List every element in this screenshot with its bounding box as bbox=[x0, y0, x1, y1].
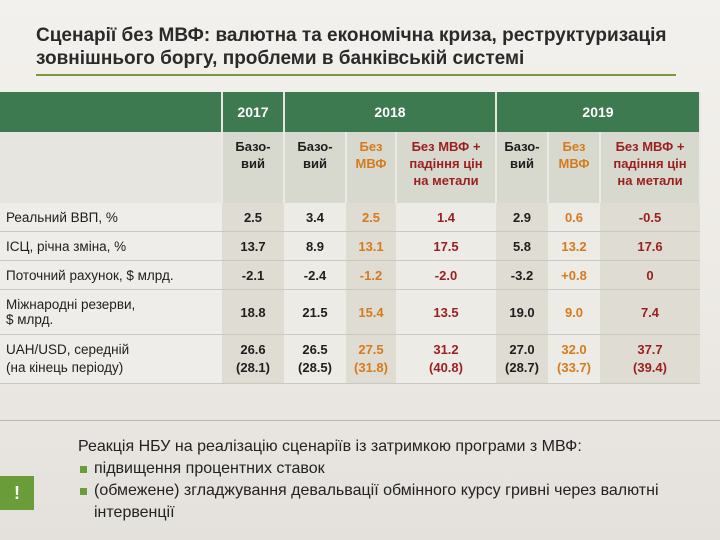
scenario-header: Без МВФ + падіння цін на метали bbox=[600, 132, 701, 203]
year-2017: 2017 bbox=[222, 92, 285, 132]
list-item: (обмежене) згладжування девальвації обмі… bbox=[78, 480, 708, 524]
table-cell: -2.1 bbox=[222, 260, 284, 290]
table-cell: 3.4 bbox=[284, 203, 346, 232]
scenario-header: Базо-вий bbox=[222, 132, 285, 203]
corner-cell bbox=[0, 92, 223, 132]
title-line-1: Сценарії без МВФ: валютна та економічна … bbox=[36, 25, 667, 46]
table-cell: 19.0 bbox=[496, 289, 548, 335]
table-cell: -0.5 bbox=[600, 203, 700, 232]
table-cell: -2.0 bbox=[396, 260, 496, 290]
table-row: UAH/USD, середній (на кінець періоду) 26.… bbox=[0, 334, 700, 384]
year-2018: 2018 bbox=[284, 92, 497, 132]
table-row: Реальний ВВП, % 2.5 3.4 2.5 1.4 2.9 0.6 … bbox=[0, 203, 700, 232]
table-cell: -2.4 bbox=[284, 260, 346, 290]
table-cell: 1.4 bbox=[396, 203, 496, 232]
row-label: Поточний рахунок, $ млрд. bbox=[0, 260, 222, 290]
scenario-header: Без МВФ bbox=[346, 132, 397, 203]
table-cell: 7.4 bbox=[600, 289, 700, 335]
table-cell: 8.9 bbox=[284, 231, 346, 261]
row-label: Реальний ВВП, % bbox=[0, 203, 222, 232]
divider bbox=[0, 420, 720, 429]
scenario-header: Без МВФ + падіння цін на метали bbox=[396, 132, 497, 203]
nbu-reaction-callout: ! Реакція НБУ на реалізацію сценаріїв із… bbox=[0, 438, 720, 540]
table-cell: 2.5 bbox=[346, 203, 396, 232]
table-cell: 26.5 (28.5) bbox=[284, 334, 346, 384]
table-cell: 26.6 (28.1) bbox=[222, 334, 284, 384]
slide-title: Сценарії без МВФ: валютна та економічна … bbox=[36, 24, 676, 76]
table-cell: 18.8 bbox=[222, 289, 284, 335]
table-cell: 0 bbox=[600, 260, 700, 290]
table-cell: 32.0 (33.7) bbox=[548, 334, 600, 384]
table-cell: 21.5 bbox=[284, 289, 346, 335]
table-cell: 27.0 (28.7) bbox=[496, 334, 548, 384]
year-header-row: 2017 2018 2019 bbox=[0, 92, 701, 132]
table-row: Поточний рахунок, $ млрд. -2.1 -2.4 -1.2… bbox=[0, 260, 700, 290]
table-cell: -1.2 bbox=[346, 260, 396, 290]
table-cell: 2.5 bbox=[222, 203, 284, 232]
table-cell: 17.5 bbox=[396, 231, 496, 261]
table-cell: 5.8 bbox=[496, 231, 548, 261]
table-cell: 13.1 bbox=[346, 231, 396, 261]
table-cell: 0.6 bbox=[548, 203, 600, 232]
year-2019: 2019 bbox=[496, 92, 701, 132]
row-label: Міжнародні резерви, $ млрд. bbox=[0, 289, 222, 335]
table-cell: 2.9 bbox=[496, 203, 548, 232]
table-cell: 31.2 (40.8) bbox=[396, 334, 496, 384]
exclamation-icon: ! bbox=[0, 476, 34, 510]
table-cell: 37.7 (39.4) bbox=[600, 334, 700, 384]
table-cell: 13.2 bbox=[548, 231, 600, 261]
callout-heading: Реакція НБУ на реалізацію сценаріїв із з… bbox=[78, 438, 582, 455]
table-cell: 13.5 bbox=[396, 289, 496, 335]
callout-text: Реакція НБУ на реалізацію сценаріїв із з… bbox=[78, 436, 708, 524]
table-cell: 17.6 bbox=[600, 231, 700, 261]
scenario-header: Базо-вий bbox=[496, 132, 549, 203]
bullet-icon bbox=[80, 466, 87, 473]
title-line-2: зовнішнього боргу, проблеми в банківські… bbox=[36, 48, 525, 69]
row-label: ІСЦ, річна зміна, % bbox=[0, 231, 222, 261]
scenario-header: Без МВФ bbox=[548, 132, 601, 203]
table-cell: 15.4 bbox=[346, 289, 396, 335]
table-cell: +0.8 bbox=[548, 260, 600, 290]
scenario-header: Базо-вий bbox=[284, 132, 347, 203]
table-cell: 27.5 (31.8) bbox=[346, 334, 396, 384]
row-label: UAH/USD, середній (на кінець періоду) bbox=[0, 334, 222, 384]
scenario-header-row: Базо-вий Базо-вий Без МВФ Без МВФ + падінн… bbox=[0, 132, 701, 203]
callout-list: підвищення процентних ставок (обмежене) … bbox=[78, 458, 708, 524]
corner-cell-sub bbox=[0, 132, 223, 203]
table-cell: 9.0 bbox=[548, 289, 600, 335]
list-item: підвищення процентних ставок bbox=[78, 458, 708, 480]
table-cell: 13.7 bbox=[222, 231, 284, 261]
table-row: Міжнародні резерви, $ млрд. 18.8 21.5 15.… bbox=[0, 289, 700, 335]
scenario-table: 2017 2018 2019 Базо-вий Базо-вий Без МВФ … bbox=[0, 92, 701, 384]
table-cell: -3.2 bbox=[496, 260, 548, 290]
bullet-icon bbox=[80, 488, 87, 495]
table-row: ІСЦ, річна зміна, % 13.7 8.9 13.1 17.5 5… bbox=[0, 231, 700, 261]
